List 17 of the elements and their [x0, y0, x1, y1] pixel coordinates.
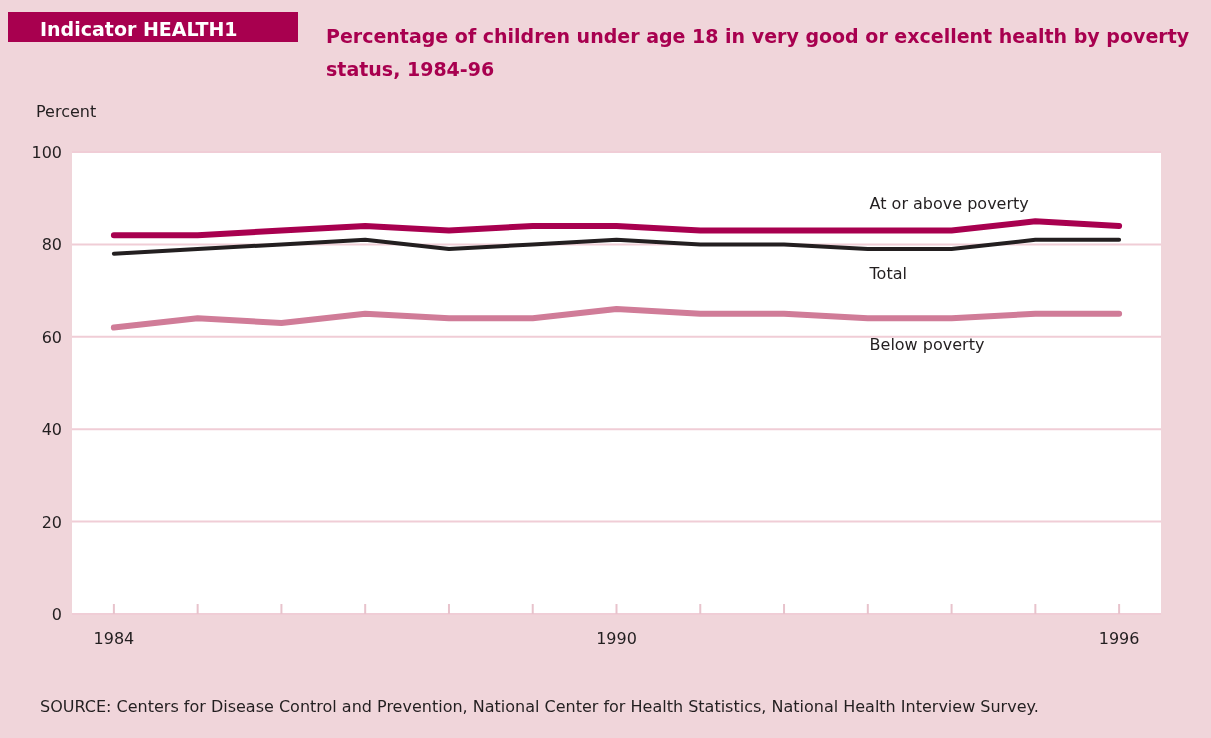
line-series — [111, 237, 1122, 256]
x-tick-label: 1984 — [93, 629, 135, 648]
x-tick-label: 1990 — [596, 629, 637, 648]
chart-title: Indicator HEALTH1 — [40, 18, 238, 40]
series-label: Total — [868, 264, 907, 284]
y-tick-label: 60 — [41, 327, 62, 347]
y-tick-label: 0 — [51, 605, 62, 624]
y-tick-label: 80 — [41, 235, 62, 255]
series-label: Below poverty — [869, 335, 985, 355]
y-tick-label: 20 — [41, 512, 62, 532]
chart-subtitle: Percentage of children under age 18 in very good or excellent health by poverty status, 1984-96 — [326, 24, 1191, 82]
y-tick-label: 100 — [31, 143, 62, 162]
y-axis-title: Percent — [36, 102, 97, 121]
y-tick-label: 40 — [41, 420, 62, 440]
series-label: At or above poverty — [869, 193, 1029, 213]
x-tick-label: 1996 — [1098, 629, 1140, 648]
source-note: SOURCE: Centers for Disease Control and Prevention, National Center for Health Statistics, National Health Interview Survey. — [40, 697, 1039, 716]
